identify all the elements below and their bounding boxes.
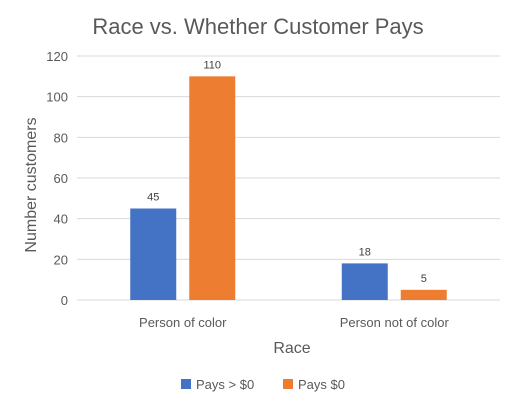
y-tick-label: 60 <box>54 171 68 186</box>
y-tick-label: 80 <box>54 130 68 145</box>
bars <box>130 76 447 300</box>
x-tick-label: Person of color <box>139 315 227 330</box>
y-axis-label: Number customers <box>23 117 40 252</box>
data-label: 18 <box>359 246 371 258</box>
x-axis-label: Race <box>273 340 310 357</box>
data-label: 45 <box>147 192 159 204</box>
y-tick-label: 40 <box>54 212 68 227</box>
y-tick-label: 120 <box>46 49 68 64</box>
legend-swatch <box>181 379 191 389</box>
legend-label: Pays $0 <box>298 377 345 392</box>
bar <box>130 208 177 300</box>
legend: Pays > $0 Pays $0 <box>181 377 345 392</box>
chart-title: Race vs. Whether Customer Pays <box>92 14 423 39</box>
data-labels: 45 110 18 5 <box>147 59 427 285</box>
y-axis-ticks: 0 20 40 60 80 100 120 <box>46 49 68 308</box>
bar <box>341 263 388 300</box>
legend-swatch <box>283 379 293 389</box>
bar <box>400 289 447 300</box>
y-tick-label: 0 <box>61 293 68 308</box>
y-tick-label: 20 <box>54 252 68 267</box>
y-tick-label: 100 <box>46 90 68 105</box>
x-tick-label: Person not of color <box>340 315 450 330</box>
x-axis-ticks: Person of color Person not of color <box>139 315 449 330</box>
data-label: 110 <box>203 59 221 71</box>
bar <box>189 76 236 300</box>
legend-label: Pays > $0 <box>196 377 254 392</box>
data-label: 5 <box>421 273 427 285</box>
